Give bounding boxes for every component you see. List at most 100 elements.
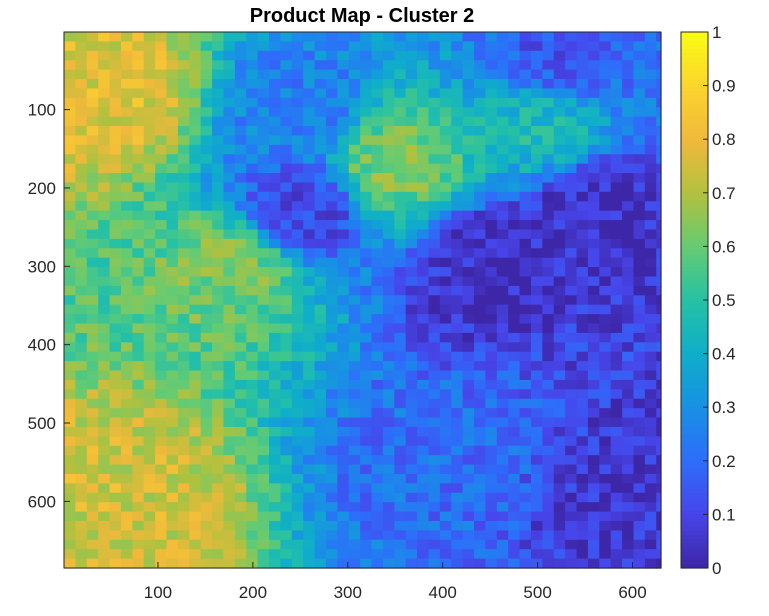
heatmap-cell <box>246 97 259 108</box>
colorbar-band <box>681 413 708 418</box>
heatmap-cell <box>325 511 338 522</box>
heatmap-cell <box>143 248 156 259</box>
heatmap-cell <box>439 530 452 541</box>
heatmap-cell <box>382 32 395 42</box>
heatmap-cell <box>587 248 600 259</box>
heatmap-cell <box>280 79 293 90</box>
heatmap-cell <box>166 50 179 61</box>
heatmap-cell <box>633 332 646 343</box>
heatmap-cell <box>314 79 327 90</box>
colorbar-band <box>681 396 708 402</box>
heatmap-cell <box>405 332 418 343</box>
heatmap-cell <box>200 436 213 447</box>
heatmap-cell <box>86 445 99 456</box>
heatmap-cell <box>599 426 612 437</box>
heatmap-cell <box>155 79 168 90</box>
heatmap-cell <box>530 539 543 550</box>
heatmap-cell <box>98 492 111 503</box>
heatmap-cell <box>496 511 509 522</box>
heatmap-cell <box>177 41 190 52</box>
heatmap-cell <box>143 191 156 202</box>
heatmap-cell <box>451 361 464 372</box>
heatmap-cell <box>633 182 646 193</box>
heatmap-cell <box>405 511 418 522</box>
heatmap-cell <box>474 107 487 118</box>
heatmap-cell <box>451 426 464 437</box>
heatmap-cell <box>542 502 555 513</box>
heatmap-cell <box>405 314 418 325</box>
heatmap-cell <box>257 163 270 174</box>
heatmap-cell <box>337 455 350 466</box>
heatmap-cell <box>166 398 179 409</box>
heatmap-cell <box>382 201 395 212</box>
heatmap-cell <box>394 492 407 503</box>
heatmap-cell <box>565 50 578 61</box>
heatmap-cell <box>291 455 304 466</box>
heatmap-cell <box>120 107 133 118</box>
heatmap-cell <box>656 163 662 174</box>
heatmap-cell <box>439 154 452 165</box>
heatmap-cell <box>166 126 179 137</box>
heatmap-cell <box>234 295 247 306</box>
heatmap-cell <box>280 520 293 531</box>
heatmap-cell <box>109 530 122 541</box>
heatmap-cell <box>417 238 430 249</box>
heatmap-cell <box>394 370 407 381</box>
heatmap-cell <box>576 41 589 52</box>
heatmap-cell <box>633 473 646 484</box>
heatmap-cell <box>530 304 543 315</box>
heatmap-cell <box>269 436 281 447</box>
heatmap-cell <box>462 408 475 419</box>
heatmap-cell <box>269 332 281 343</box>
heatmap-cell <box>439 220 452 231</box>
heatmap-cell <box>269 182 281 193</box>
heatmap-cell <box>132 455 145 466</box>
heatmap-cell <box>212 41 225 52</box>
heatmap-cell <box>496 60 509 71</box>
heatmap-cell <box>565 182 578 193</box>
heatmap-cell <box>565 248 578 259</box>
heatmap-cell <box>348 342 361 353</box>
heatmap-cell <box>633 361 646 372</box>
heatmap-cell <box>599 248 612 259</box>
heatmap-cell <box>633 191 646 202</box>
heatmap-cell <box>166 473 179 484</box>
heatmap-cell <box>428 107 441 118</box>
heatmap-cell <box>622 323 635 334</box>
heatmap-cell <box>166 323 179 334</box>
heatmap-cell <box>257 473 270 484</box>
heatmap-cell <box>508 464 521 475</box>
heatmap-cell <box>485 473 498 484</box>
heatmap-cell <box>565 126 578 137</box>
heatmap-cell <box>610 464 623 475</box>
colorbar-band <box>681 86 708 92</box>
heatmap-cell <box>417 163 430 174</box>
heatmap-cell <box>86 267 99 278</box>
heatmap-cell <box>303 361 316 372</box>
heatmap-cell <box>587 126 600 137</box>
heatmap-cell <box>360 267 373 278</box>
heatmap-cell <box>348 126 361 137</box>
heatmap-cell <box>644 464 657 475</box>
heatmap-cell <box>291 116 304 127</box>
heatmap-cell <box>143 126 156 137</box>
heatmap-cell <box>451 370 464 381</box>
heatmap-cell <box>257 201 270 212</box>
heatmap-cell <box>269 238 281 249</box>
heatmap-cell <box>462 32 475 42</box>
heatmap-cell <box>360 32 373 42</box>
heatmap-cell <box>496 116 509 127</box>
heatmap-cell <box>439 41 452 52</box>
heatmap-cell <box>553 210 566 221</box>
heatmap-cell <box>553 502 566 513</box>
heatmap-cell <box>622 389 635 400</box>
heatmap-cell <box>644 41 657 52</box>
heatmap-cell <box>234 408 247 419</box>
heatmap-cell <box>576 502 589 513</box>
heatmap-cell <box>462 285 475 296</box>
heatmap-cell <box>508 41 521 52</box>
heatmap-cell <box>109 304 122 315</box>
heatmap-cell <box>348 539 361 550</box>
heatmap-cell <box>86 276 99 287</box>
heatmap-cell <box>143 135 156 146</box>
